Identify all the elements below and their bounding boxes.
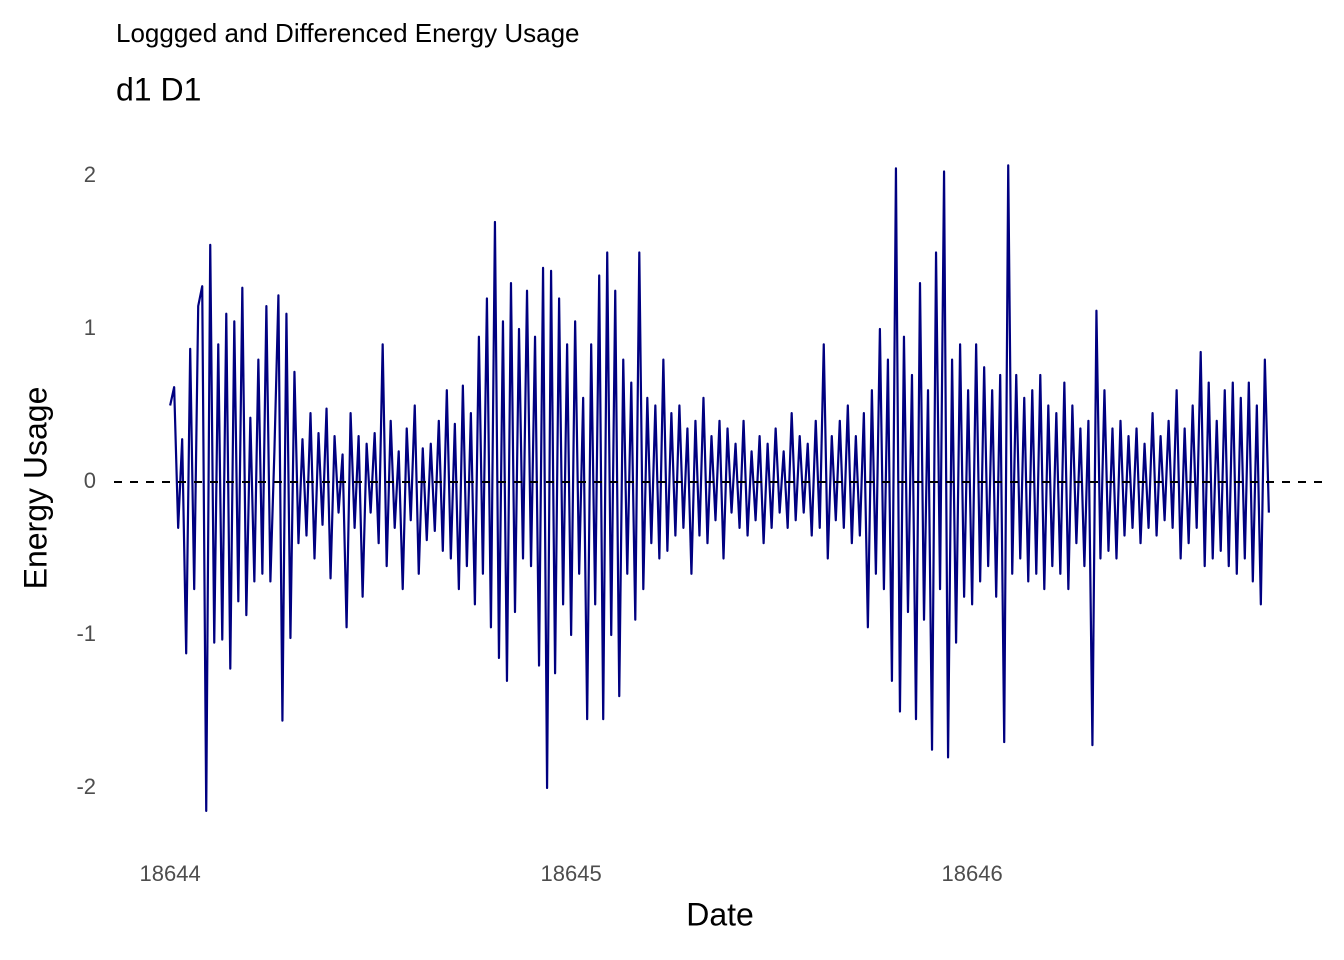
x-axis-title: Date <box>686 896 754 932</box>
x-tick-label: 18646 <box>942 861 1003 886</box>
y-tick-label: 2 <box>84 162 96 187</box>
y-tick-label: 0 <box>84 468 96 493</box>
y-tick-label: -2 <box>76 774 96 799</box>
x-tick-label: 18645 <box>541 861 602 886</box>
y-axis-title: Energy Usage <box>17 387 53 590</box>
chart-subtitle: d1 D1 <box>116 71 201 107</box>
y-tick-label: 1 <box>84 315 96 340</box>
y-tick-label: -1 <box>76 621 96 646</box>
data-line <box>169 164 1270 812</box>
chart-title: Loggged and Differenced Energy Usage <box>116 18 580 48</box>
x-tick-label: 18644 <box>140 861 201 886</box>
